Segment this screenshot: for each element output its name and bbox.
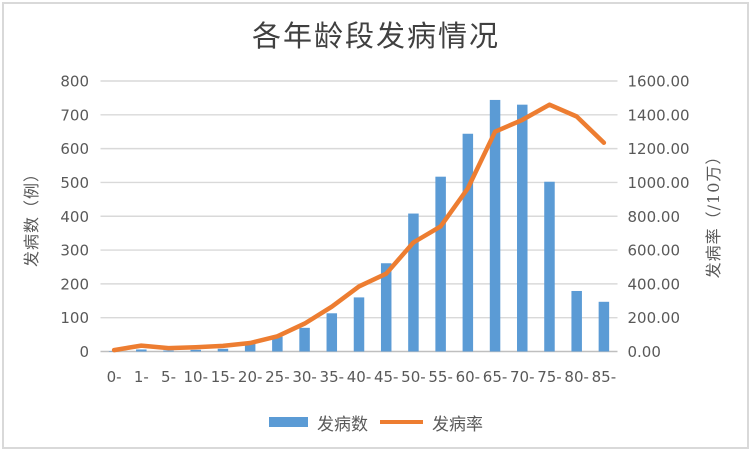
left-axis-tick-label: 600 (60, 140, 89, 158)
right-axis-tick-label: 200.00 (628, 309, 681, 327)
legend-label-cases: 发病数 (317, 414, 368, 435)
legend-item-cases: 发病数 (269, 410, 368, 435)
right-axis-tick-label: 600.00 (628, 242, 681, 260)
bar (163, 350, 174, 352)
x-axis-tick-label: 55- (428, 368, 453, 386)
right-axis-tick-label: 1400.00 (628, 106, 690, 124)
left-axis-tick-label: 100 (60, 309, 89, 327)
bar (571, 290, 582, 352)
bar (544, 181, 555, 352)
x-axis-tick-label: 75- (537, 368, 562, 386)
x-axis-tick-label: 0- (107, 368, 122, 386)
x-axis-tick-label: 70- (510, 368, 535, 386)
left-axis-tick-label: 200 (60, 275, 89, 293)
x-axis-tick-label: 30- (292, 368, 317, 386)
x-axis-tick-label: 1- (134, 368, 149, 386)
bar (217, 348, 229, 352)
left-axis-tick-label: 400 (60, 208, 89, 226)
bar (272, 336, 283, 352)
x-axis-tick-label: 25- (265, 368, 290, 386)
bar (190, 349, 201, 352)
left-axis-tick-label: 800 (60, 73, 89, 91)
bar-series-swatch-icon (269, 417, 308, 427)
rate-line (111, 102, 607, 353)
legend-item-rate: 发病率 (380, 410, 483, 435)
left-axis-tick-label: 300 (60, 242, 89, 260)
bar (353, 297, 365, 352)
x-axis-tick-label: 40- (347, 368, 372, 386)
bar (299, 327, 310, 352)
legend-label-rate: 发病率 (432, 414, 483, 435)
left-axis-tick-label: 0 (79, 343, 89, 361)
left-axis-tick-label: 700 (60, 106, 89, 124)
x-axis-tick-label: 80- (564, 368, 589, 386)
x-axis-tick-label: 15- (211, 368, 236, 386)
x-axis-tick-label: 20- (238, 368, 263, 386)
chart-title: 各年龄段发病情况 (251, 19, 500, 53)
right-axis-tick-label: 1200.00 (628, 140, 690, 158)
bar (326, 313, 338, 352)
x-axis-tick-label: 5- (161, 368, 176, 386)
right-axis-tick-label: 400.00 (628, 275, 681, 293)
bar (489, 99, 501, 352)
x-axis-tick-label: 60- (456, 368, 481, 386)
x-axis-tick-label: 35- (320, 368, 345, 386)
right-axis-tick-label: 800.00 (628, 208, 681, 226)
bar (408, 213, 419, 352)
bar (244, 343, 256, 352)
bar (136, 349, 147, 352)
x-axis-tick-label: 65- (483, 368, 508, 386)
left-axis-tick-label: 500 (60, 174, 89, 192)
right-axis-tick-label: 1000.00 (628, 174, 690, 192)
right-axis-tick-label: 1600.00 (628, 73, 690, 91)
bar (435, 176, 446, 352)
bar (462, 133, 474, 352)
x-axis-tick-label: 50- (401, 368, 426, 386)
right-axis-tick-label: 0.00 (628, 343, 661, 361)
line-series-swatch-icon (380, 419, 423, 425)
x-axis-tick-label: 85- (592, 368, 617, 386)
bar (598, 301, 610, 352)
x-axis-tick-label: 45- (374, 368, 399, 386)
bar (380, 263, 392, 352)
x-axis-tick-label: 10- (183, 368, 208, 386)
bar (517, 104, 528, 352)
chart-legend: 发病数 发病率 (0, 409, 752, 435)
